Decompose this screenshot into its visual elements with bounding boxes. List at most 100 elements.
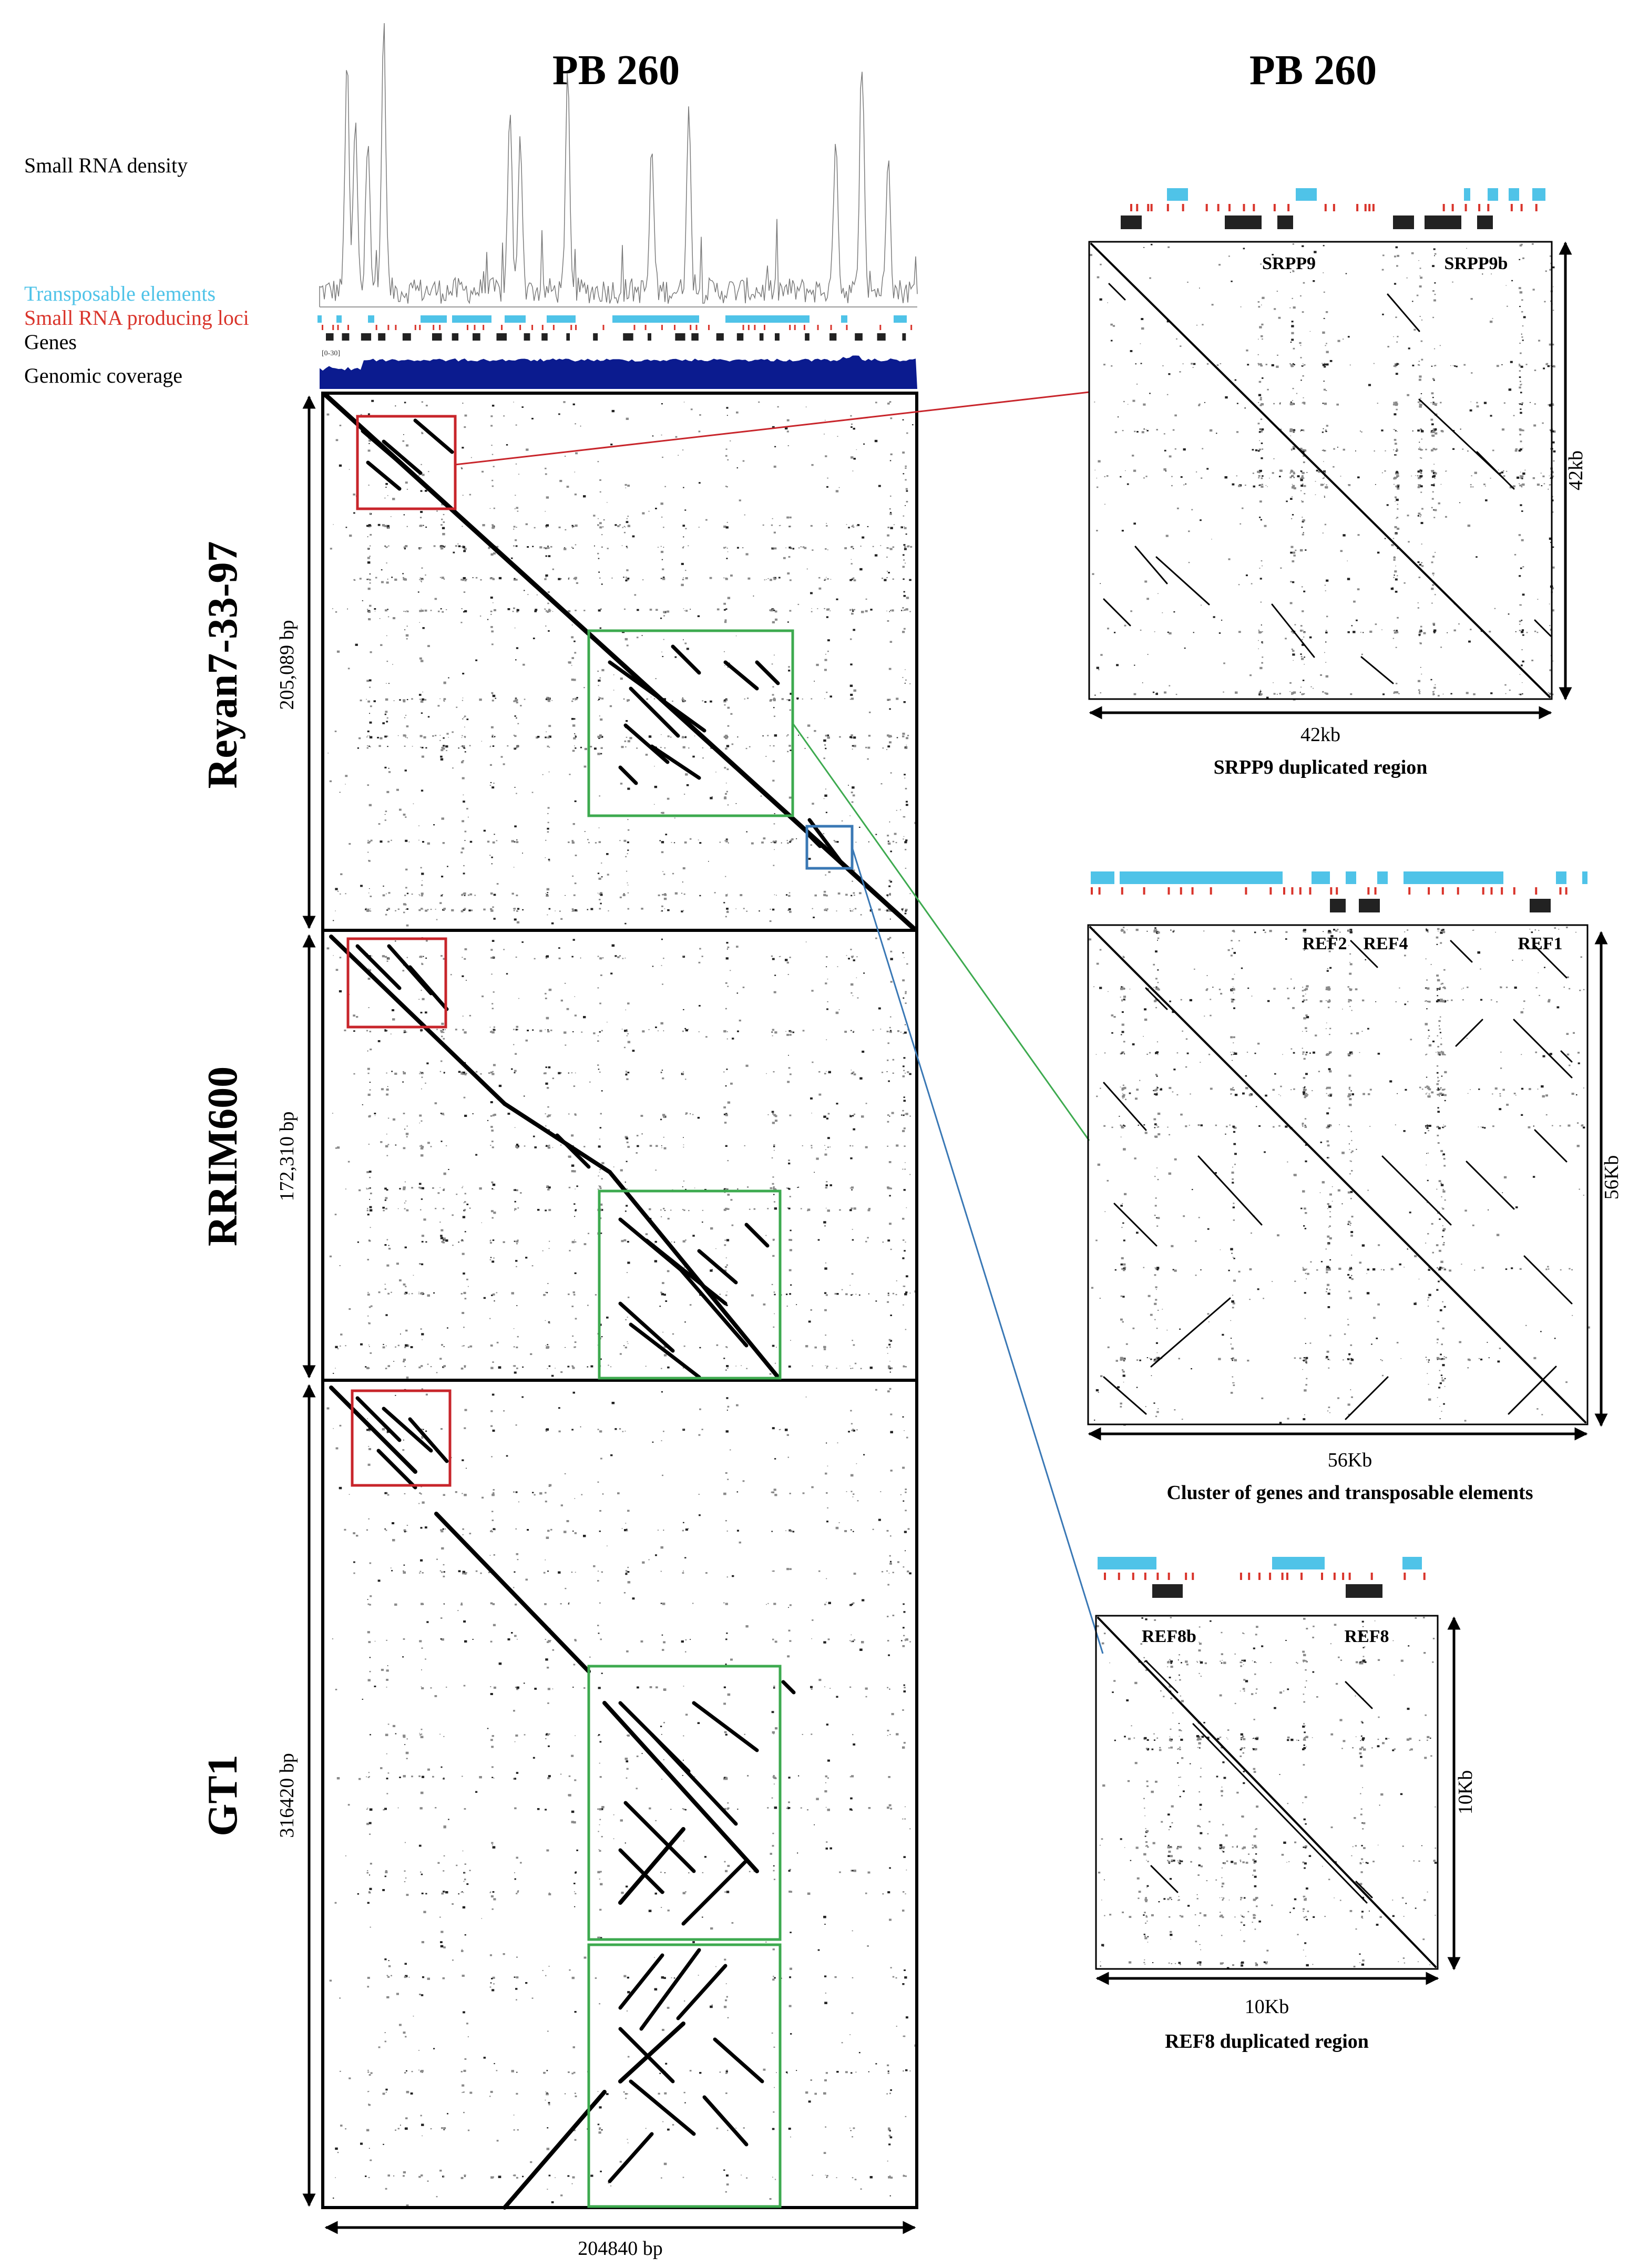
reyan-dot [663,874,665,875]
reyan-dot [383,886,384,887]
rrim600-dot [826,966,827,967]
reyan-dot [404,746,406,747]
rrim600-dot [867,1209,870,1212]
reyan-dot [597,753,600,755]
reyan-dot [637,637,639,638]
reyan-dot [522,909,524,910]
rrim600-dot [439,1222,441,1223]
rrim600-dot [435,1102,437,1104]
reyan-dot [684,794,685,795]
reyan-dot [405,481,408,484]
reyan-dot [514,747,515,748]
rrim600-dot [443,1208,444,1209]
reyan-dot [422,699,424,701]
reyan-dot [461,910,464,912]
reyan-dot [574,733,575,734]
reyan-dot [788,556,791,558]
rrim600-dot [851,1295,852,1296]
rrim600-dot [626,1205,628,1206]
reyan-dot [575,494,577,495]
reyan-dot [678,455,679,456]
gt1-dot [545,1738,546,1739]
gt1-dot [725,2072,727,2074]
reyan-dot [583,610,585,611]
rrim600-dot [787,1188,789,1189]
reyan-dot [661,578,662,579]
reyan-dot [835,841,837,843]
reyan-dot [330,548,332,549]
reyan-dot [404,629,405,630]
rrim600-dot [546,955,549,957]
gt1-dot [670,1809,671,1810]
reyan-dot [428,471,429,472]
reyan-dot [572,724,575,726]
rrim600-dot [516,1368,518,1369]
rrim600-dot [491,1130,494,1132]
reyan-dot [786,517,789,519]
gt1-dot [456,1865,457,1866]
rrim600-dot [598,1069,600,1070]
rrim600-dot [547,1106,549,1108]
reyan-dot [909,893,910,894]
reyan-dot [490,785,491,786]
gt1-dot [865,1893,867,1894]
gt1-dot [683,1522,684,1523]
reyan-dot [850,699,851,700]
gt1-dot [625,1573,627,1575]
reyan-dot [427,909,429,910]
rrim600-dot [726,957,729,959]
rrim600-dot [662,1077,664,1079]
te-track-label: Transposable elements [24,282,216,305]
rrim600-dot [683,1181,684,1182]
rrim600-dot [405,1345,407,1347]
reyan-dot [906,801,908,803]
rrim600-dot [608,1365,609,1366]
rrim600-dot [889,1223,892,1225]
reyan-dot [385,814,386,815]
reyan-dot [814,730,816,732]
reyan-dot [545,893,546,894]
reyan-dot [908,545,910,547]
reyan-dot [655,609,658,611]
rrim600-dot [340,1265,341,1266]
gt1-dot [461,2177,464,2179]
rrim600-dot [861,1115,864,1117]
rrim600-dot [598,1035,599,1036]
reyan-dot [418,909,421,911]
rrim600-dot [345,1345,346,1346]
gt1-dot [480,1573,482,1574]
rrim600-dot [903,1057,905,1059]
reyan-dot [385,714,386,715]
reyan-dot [866,599,867,600]
reyan-dot [546,526,547,528]
rrim600-dot [667,1367,669,1369]
gt1-dot [890,1413,892,1415]
reyan-dot [526,524,528,526]
rrim600-dot [419,1263,421,1265]
rrim600-dot [779,956,780,957]
rrim600-dot [725,1346,727,1348]
rrim600-dot [726,1291,728,1292]
rrim600-dot [846,955,847,956]
reyan-dot [462,820,464,822]
reyan-dot [787,843,789,844]
rrim600-dot [727,1160,729,1161]
reyan-dot [418,825,419,826]
gt1-dot [464,1428,466,1429]
gt1-dot [517,1890,519,1891]
reyan-dot [411,698,413,700]
reyan-dot [446,750,447,751]
reyan-dot [906,433,908,434]
rrim600-dot [662,1332,663,1333]
rrim600-dot [824,1309,827,1311]
reyan-dot [482,524,485,526]
reyan-dot [367,747,368,749]
reyan-dot [568,841,570,843]
reyan-dot [431,610,432,611]
reyan-dot [626,521,629,523]
reyan-dot [628,908,630,910]
rrim600-dot [461,1072,463,1073]
rrim600-dot [421,1333,424,1335]
reyan-dot [888,886,890,887]
gt1-dot [650,1686,652,1688]
